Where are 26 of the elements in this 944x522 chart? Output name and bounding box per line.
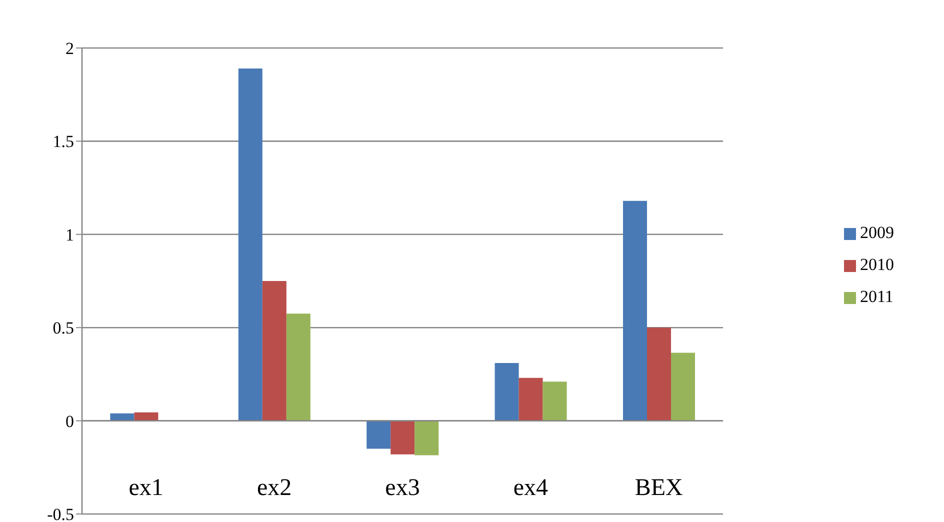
bar: [414, 420, 439, 456]
bar: [286, 314, 310, 421]
y-tick-label: 1.5: [52, 132, 74, 152]
bar: [518, 378, 543, 421]
x-tick-label: ex4: [513, 475, 548, 502]
x-tick-label: ex3: [385, 475, 420, 502]
bar: [366, 420, 391, 449]
y-tick-label: -0.5: [47, 505, 74, 522]
bar: [647, 328, 672, 421]
y-tick-label: 0.5: [52, 318, 74, 338]
bar: [262, 281, 286, 421]
legend-label: 2010: [860, 255, 894, 274]
x-tick-label: ex2: [256, 475, 292, 502]
x-tick-label: ex1: [128, 475, 164, 502]
legend-label: 2009: [860, 223, 894, 242]
bar: [494, 363, 519, 421]
bar: [390, 420, 415, 454]
bar: [623, 200, 648, 421]
bar: [238, 68, 262, 421]
y-tick-label: 0: [66, 412, 74, 431]
bar: [671, 352, 696, 421]
y-tick-label: 2: [66, 39, 74, 58]
legend-label: 2011: [860, 287, 894, 306]
x-tick-label: BEX: [634, 475, 683, 502]
y-tick-label: 1: [66, 225, 74, 244]
bar: [542, 382, 567, 421]
